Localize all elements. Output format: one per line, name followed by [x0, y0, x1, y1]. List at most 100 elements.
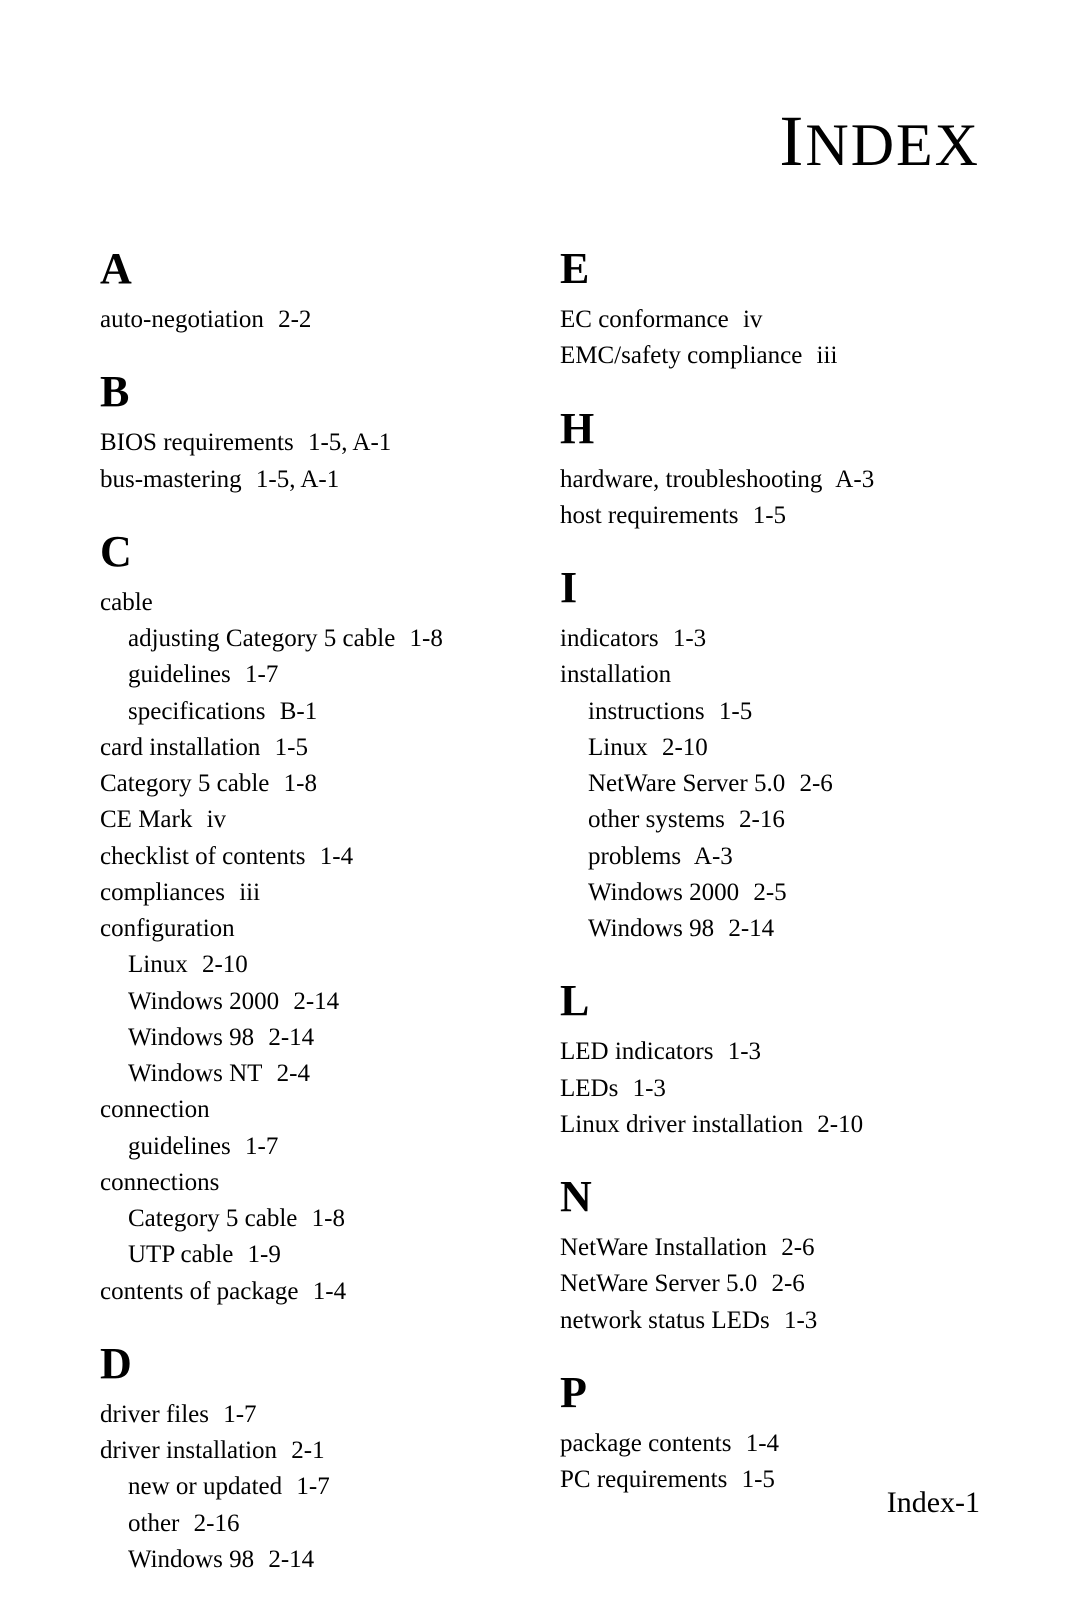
entry-text: CE Mark: [100, 806, 192, 833]
entry-page-ref: 1-3: [667, 625, 707, 652]
entry-text: hardware, troubleshooting: [560, 466, 822, 493]
entry-page-ref: 2-10: [196, 951, 248, 978]
entry-page-ref: iii: [810, 342, 837, 369]
entry-text: BIOS requirements: [100, 429, 294, 456]
index-entry: NetWare Installation 2-6: [560, 1230, 980, 1266]
entry-page-ref: 2-6: [775, 1234, 815, 1261]
entry-page-ref: 2-14: [722, 915, 774, 942]
section-letter: A: [100, 243, 520, 294]
entry-page-ref: 1-9: [241, 1241, 281, 1268]
entry-text: Category 5 cable: [100, 770, 269, 797]
entry-text: Category 5 cable: [128, 1205, 297, 1232]
entry-text: checklist of contents: [100, 843, 306, 870]
entry-page-ref: 2-4: [270, 1060, 310, 1087]
entry-page-ref: 2-14: [287, 988, 339, 1015]
entry-page-ref: 1-3: [721, 1038, 761, 1065]
entry-text: Windows 2000: [128, 988, 279, 1015]
index-section: Aauto-negotiation 2-2: [100, 243, 520, 338]
index-section: Ddriver files 1-7driver installation 2-1…: [100, 1338, 520, 1578]
entry-page-ref: 2-10: [811, 1111, 863, 1138]
index-entry: compliances iii: [100, 875, 520, 911]
entry-text: specifications: [128, 698, 265, 725]
entry-text: compliances: [100, 879, 225, 906]
entry-text: connection: [100, 1096, 210, 1123]
entry-page-ref: 1-8: [403, 625, 443, 652]
index-entry: connections: [100, 1165, 520, 1201]
index-section: Ppackage contents 1-4PC requirements 1-5: [560, 1367, 980, 1499]
section-letter: P: [560, 1367, 980, 1418]
entry-text: card installation: [100, 734, 260, 761]
entry-text: cable: [100, 589, 153, 616]
entry-page-ref: 2-6: [765, 1270, 805, 1297]
index-sub-entry: Windows 2000 2-14: [100, 984, 520, 1020]
entry-text: guidelines: [128, 661, 231, 688]
entry-page-ref: 2-16: [187, 1510, 239, 1537]
index-columns: Aauto-negotiation 2-2BBIOS requirements …: [100, 243, 980, 1606]
entry-page-ref: 1-7: [239, 1133, 279, 1160]
index-sub-entry: Windows 2000 2-5: [560, 875, 980, 911]
entry-page-ref: iv: [200, 806, 226, 833]
entry-text: Windows NT: [128, 1060, 262, 1087]
index-sub-entry: new or updated 1-7: [100, 1469, 520, 1505]
entry-page-ref: 1-8: [305, 1205, 345, 1232]
index-entry: driver installation 2-1: [100, 1433, 520, 1469]
entry-text: EMC/safety compliance: [560, 342, 802, 369]
index-section: Hhardware, troubleshooting A-3host requi…: [560, 403, 980, 535]
entry-text: network status LEDs: [560, 1307, 770, 1334]
index-entry: network status LEDs 1-3: [560, 1303, 980, 1339]
entry-text: Linux: [588, 734, 648, 761]
index-section: LLED indicators 1-3LEDs 1-3Linux driver …: [560, 975, 980, 1143]
entry-text: guidelines: [128, 1133, 231, 1160]
entry-text: adjusting Category 5 cable: [128, 625, 395, 652]
entry-page-ref: 2-14: [262, 1024, 314, 1051]
entry-page-ref: 1-4: [739, 1430, 779, 1457]
index-entry: EC conformance iv: [560, 302, 980, 338]
entry-page-ref: iv: [737, 306, 763, 333]
index-sub-entry: other 2-16: [100, 1506, 520, 1542]
entry-text: installation: [560, 661, 671, 688]
entry-page-ref: B-1: [273, 698, 317, 725]
entry-page-ref: 1-4: [314, 843, 354, 870]
entry-text: NetWare Server 5.0: [588, 770, 785, 797]
entry-page-ref: 2-5: [747, 879, 787, 906]
entry-text: bus-mastering: [100, 466, 242, 493]
index-sub-entry: Windows 98 2-14: [560, 911, 980, 947]
index-entry: hardware, troubleshooting A-3: [560, 462, 980, 498]
entry-text: LEDs: [560, 1075, 618, 1102]
index-sub-entry: specifications B-1: [100, 694, 520, 730]
index-sub-entry: adjusting Category 5 cable 1-8: [100, 621, 520, 657]
entry-text: other: [128, 1510, 179, 1537]
entry-text: Windows 98: [588, 915, 714, 942]
entry-text: problems: [588, 843, 681, 870]
section-letter: C: [100, 526, 520, 577]
index-entry: auto-negotiation 2-2: [100, 302, 520, 338]
page-number: Index-1: [887, 1486, 980, 1520]
entry-text: package contents: [560, 1430, 731, 1457]
index-entry: host requirements 1-5: [560, 498, 980, 534]
entry-text: other systems: [588, 806, 725, 833]
index-entry: cable: [100, 585, 520, 621]
index-sub-entry: Category 5 cable 1-8: [100, 1201, 520, 1237]
entry-page-ref: 1-5: [713, 698, 753, 725]
section-letter: I: [560, 562, 980, 613]
entry-text: LED indicators: [560, 1038, 713, 1065]
entry-page-ref: 2-14: [262, 1546, 314, 1573]
entry-text: NetWare Installation: [560, 1234, 767, 1261]
entry-page-ref: A-3: [689, 843, 733, 870]
index-sub-entry: Windows 98 2-14: [100, 1020, 520, 1056]
title-rest: NDEX: [805, 112, 980, 178]
index-entry: CE Mark iv: [100, 802, 520, 838]
entry-page-ref: 2-2: [272, 306, 312, 333]
entry-text: auto-negotiation: [100, 306, 264, 333]
entry-page-ref: 1-7: [290, 1473, 330, 1500]
index-entry: LEDs 1-3: [560, 1071, 980, 1107]
index-sub-entry: problems A-3: [560, 839, 980, 875]
index-sub-entry: Windows NT 2-4: [100, 1056, 520, 1092]
entry-page-ref: 2-10: [656, 734, 708, 761]
entry-text: host requirements: [560, 502, 738, 529]
index-entry: configuration: [100, 911, 520, 947]
entry-text: driver installation: [100, 1437, 277, 1464]
entry-text: UTP cable: [128, 1241, 233, 1268]
index-sub-entry: Linux 2-10: [560, 730, 980, 766]
index-entry: installation: [560, 657, 980, 693]
